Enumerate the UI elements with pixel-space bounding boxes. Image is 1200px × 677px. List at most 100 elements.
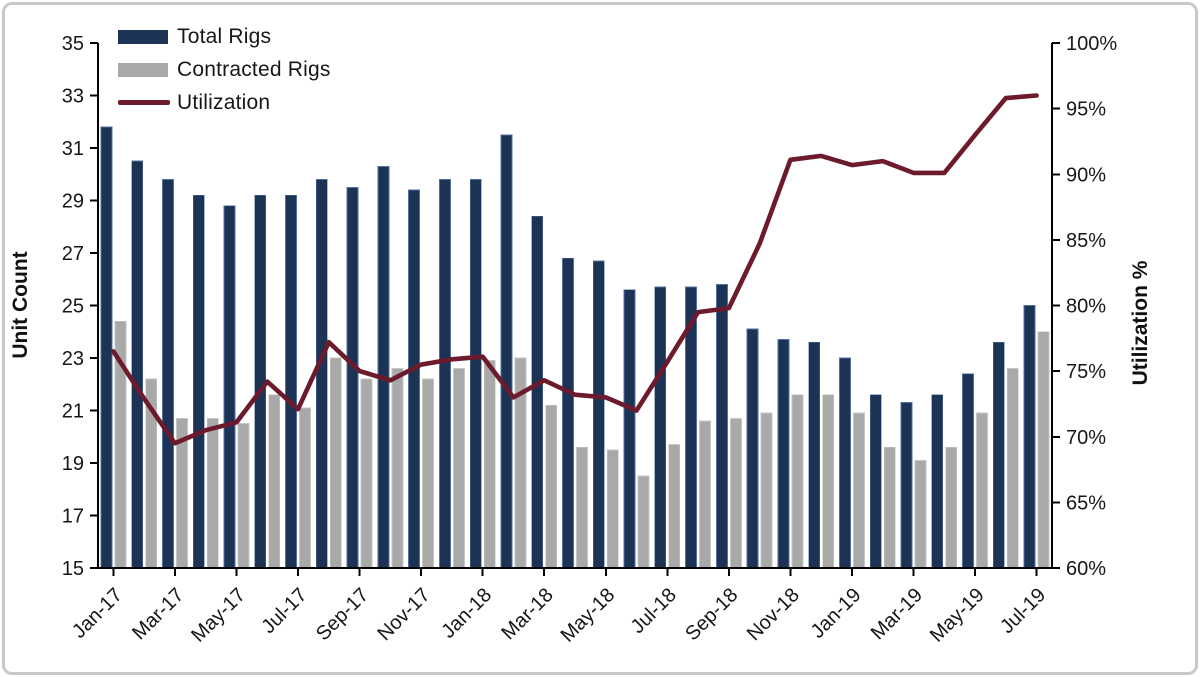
left-tick-label: 15 [62, 558, 84, 580]
bar-contracted-rigs [637, 475, 650, 569]
bar-total-rigs [716, 284, 728, 569]
bar-total-rigs [438, 179, 451, 569]
bar-total-rigs [408, 189, 421, 569]
x-tick-label: Jul-18 [627, 584, 681, 638]
left-axis-title: Unit Count [9, 251, 32, 359]
bar-contracted-rigs [976, 412, 988, 569]
bar-contracted-rigs [237, 423, 250, 569]
right-tick-label: 90% [1066, 164, 1106, 186]
bar-total-rigs [100, 126, 113, 569]
bar-total-rigs [1023, 305, 1036, 569]
legend-label-total-rigs: Total Rigs [177, 24, 272, 48]
bar-total-rigs [346, 186, 359, 569]
bar-total-rigs [839, 357, 851, 569]
contracted-rigs-bars [114, 320, 1050, 569]
bar-contracted-rigs [822, 394, 835, 569]
utilization-line [111, 93, 1039, 446]
left-tick-label: 23 [62, 348, 84, 370]
contracted-rigs-swatch-icon [118, 62, 168, 77]
bar-contracted-rigs [483, 360, 496, 569]
x-tick-label: Sep-17 [312, 584, 373, 645]
bar-total-rigs [223, 205, 236, 569]
bar-contracted-rigs [914, 459, 927, 569]
bar-total-rigs [808, 341, 821, 569]
chart-legend: Total Rigs Contracted Rigs Utilization [118, 22, 331, 117]
bar-contracted-rigs [760, 412, 773, 569]
total-rigs-bars [100, 126, 1036, 569]
x-tick-label: Jul-19 [996, 584, 1050, 638]
right-tick-label: 100% [1066, 33, 1117, 55]
legend-item-total-rigs: Total Rigs [118, 22, 331, 51]
x-tick-label: Jan-17 [68, 584, 127, 643]
bar-contracted-rigs [883, 446, 896, 569]
legend-item-utilization: Utilization [118, 88, 331, 117]
bar-contracted-rigs [945, 446, 958, 569]
right-tick-label: 80% [1066, 296, 1106, 318]
bar-total-rigs [992, 341, 1005, 569]
bar-contracted-rigs [299, 407, 311, 569]
bar-total-rigs [377, 165, 390, 569]
x-tick-label: Nov-18 [743, 584, 804, 645]
left-tick-label: 19 [62, 453, 84, 475]
bar-total-rigs [131, 160, 144, 569]
bar-total-rigs [746, 328, 759, 569]
x-tick-label: May-19 [926, 584, 989, 647]
bar-total-rigs [900, 402, 913, 569]
right-tick-label: 95% [1066, 99, 1106, 121]
x-tick-label: Sep-18 [681, 584, 742, 645]
right-axis-title: Utilization % [1129, 260, 1152, 386]
bar-total-rigs [161, 179, 174, 569]
bar-total-rigs [654, 286, 667, 569]
bar-contracted-rigs [853, 412, 865, 569]
left-tick-label: 35 [62, 33, 84, 55]
bar-total-rigs [285, 194, 297, 569]
bar-total-rigs [931, 394, 944, 569]
right-tick-label: 60% [1066, 558, 1106, 580]
bar-contracted-rigs [1037, 331, 1050, 569]
bar-total-rigs [315, 179, 328, 569]
left-tick-label: 31 [62, 138, 84, 160]
left-tick-label: 21 [62, 401, 84, 423]
bar-contracted-rigs [699, 420, 711, 569]
bar-total-rigs [592, 260, 605, 569]
bar-contracted-rigs [576, 446, 588, 569]
legend-item-contracted-rigs: Contracted Rigs [118, 55, 331, 84]
bar-total-rigs [254, 194, 267, 569]
bar-contracted-rigs [545, 404, 558, 569]
bar-contracted-rigs [422, 378, 435, 569]
right-tick-label: 75% [1066, 361, 1106, 383]
bar-total-rigs [500, 134, 513, 569]
bar-contracted-rigs [360, 378, 373, 569]
x-tick-label: Jan-18 [437, 584, 496, 643]
bar-total-rigs [777, 339, 790, 569]
left-tick-label: 33 [62, 86, 84, 108]
left-tick-label: 25 [62, 296, 84, 318]
bar-total-rigs [562, 257, 574, 569]
left-axis-ticks: 15 17 19 21 23 25 27 29 31 33 35 [62, 33, 98, 580]
bar-contracted-rigs [452, 368, 465, 569]
left-tick-label: 29 [62, 191, 84, 213]
x-tick-label: Mar-17 [128, 584, 188, 644]
bar-total-rigs [962, 373, 974, 569]
bar-total-rigs [869, 394, 882, 569]
x-tick-label: Mar-19 [867, 584, 927, 644]
bar-contracted-rigs [730, 417, 742, 569]
bar-total-rigs [531, 215, 544, 569]
x-tick-label: Jul-17 [257, 584, 311, 638]
left-tick-label: 17 [62, 506, 84, 528]
total-rigs-swatch-icon [118, 29, 168, 44]
bar-contracted-rigs [606, 449, 619, 569]
left-tick-label: 27 [62, 243, 84, 265]
legend-label-contracted-rigs: Contracted Rigs [177, 57, 331, 81]
x-tick-label: Mar-18 [497, 584, 557, 644]
x-tick-label: Jan-19 [807, 584, 866, 643]
bar-contracted-rigs [329, 357, 342, 569]
x-tick-label: May-18 [557, 584, 620, 647]
x-tick-label: Nov-17 [374, 584, 435, 645]
bar-contracted-rigs [206, 417, 219, 569]
bar-contracted-rigs [791, 394, 804, 569]
axes [90, 42, 1060, 569]
